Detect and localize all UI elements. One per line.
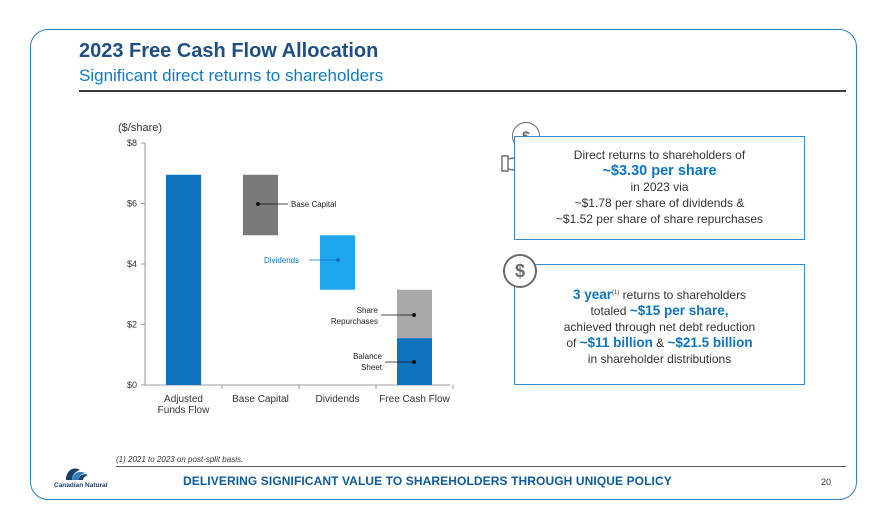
bar-dividends [320,235,355,290]
x-tick-label: Dividends [316,394,360,405]
title-divider [79,90,846,92]
annotation-dividends: Dividends [264,256,299,265]
x-tick-label: Base Capital [232,394,289,405]
y-tick-label: $0 [127,380,137,390]
y-tick-label: $8 [127,138,137,148]
page-number: 20 [821,477,832,487]
callout2-line4-c: & [652,336,668,350]
callout2-line4-a: of [566,336,580,350]
bar-adjusted-funds-flow [166,174,201,385]
leader-dot-balance-sheet [412,360,416,364]
callout2-line2-a: totaled [590,304,630,318]
company-logo-text: Canadian Natural [54,482,108,489]
annotation-share-repurchases-2: Repurchases [331,317,378,326]
callout1-line1: Direct returns to shareholders of [573,148,746,162]
footnote: (1) 2021 to 2023 on post-split basis. [116,455,244,464]
x-tick-label: Free Cash Flow [379,394,450,405]
y-axis-label: ($/share) [118,122,162,134]
callout2-line5: in shareholder distributions [587,352,732,366]
callout2-line2-c: , [724,303,729,318]
annotation-base-capital: Base Capital [291,200,337,209]
leader-dot-dividends [336,258,340,262]
callout2-per-share: ~$15 per share [629,303,725,318]
dollar-circle-icon: $ [503,254,537,288]
page-subtitle: Significant direct returns to shareholde… [79,66,384,85]
callout2-line3: achieved through net debt reduction [563,320,756,334]
annotation-share-repurchases: Share [357,306,379,315]
callout1-line3: in 2023 via [630,180,689,194]
callout2-line4: of ~$11 billion & ~$21.5 billion [515,335,804,351]
bar-base-capital [243,174,278,236]
callout2-line1: 3 year(1) returns to shareholders [515,285,804,303]
leader-dot-share-repurchases [412,313,416,317]
y-tick-label: $2 [127,320,137,330]
leader-dot-base-capital [256,202,260,206]
callout2-lead: 3 year [572,287,612,302]
annotation-balance-sheet: Balance [353,352,382,361]
x-tick-label: Funds Flow [158,405,210,416]
callout1-line4: ~$1.78 per share of dividends & [574,196,745,210]
company-logo [54,462,116,492]
callout2-distributions: ~$21.5 billion [667,335,753,350]
y-tick-label: $4 [127,259,137,269]
callout2-line1-rest: returns to shareholders [619,288,747,302]
callout1-highlight: ~$3.30 per share [602,163,717,179]
annotation-balance-sheet-2: Sheet [361,363,383,372]
y-tick-label: $6 [127,199,137,209]
callout1-line5: ~$1.52 per share of share repurchases [555,212,764,226]
callout-three-year-returns: 3 year(1) returns to shareholders totale… [514,264,805,385]
callout-direct-returns: Direct returns to shareholders of ~$3.30… [514,136,805,240]
footer-divider [116,466,846,467]
callout2-footnote-ref: (1) [611,290,620,296]
x-tick-label: Adjusted [164,394,203,405]
callout2-line2: totaled ~$15 per share, [515,303,804,319]
callout2-debt-reduction: ~$11 billion [579,335,653,350]
page-title: 2023 Free Cash Flow Allocation [79,40,379,62]
footer-tagline: DELIVERING SIGNIFICANT VALUE TO SHAREHOL… [183,474,672,488]
